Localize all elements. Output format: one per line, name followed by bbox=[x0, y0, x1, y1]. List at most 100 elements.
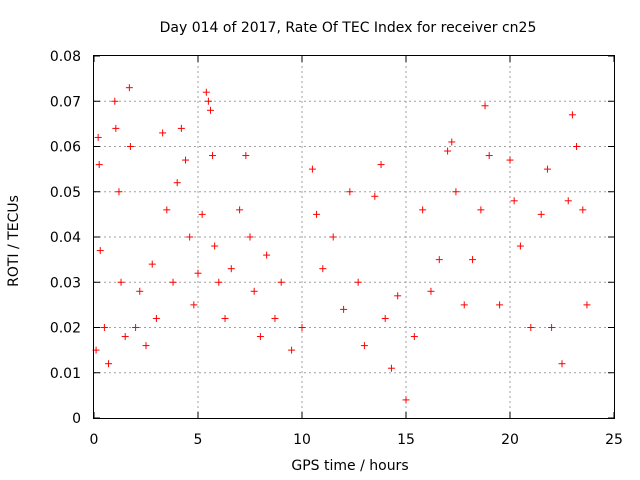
data-point bbox=[115, 188, 123, 196]
x-tick-label: 0 bbox=[90, 432, 99, 448]
data-point bbox=[186, 233, 194, 241]
data-point bbox=[117, 278, 125, 286]
plot-frame bbox=[93, 55, 615, 419]
data-point bbox=[163, 206, 171, 214]
y-tick-label: 0 bbox=[72, 411, 81, 427]
data-point bbox=[460, 301, 468, 309]
data-point bbox=[209, 152, 217, 160]
y-tick-label: 0.01 bbox=[50, 366, 81, 382]
data-point bbox=[568, 111, 576, 119]
data-point bbox=[410, 333, 418, 341]
data-point bbox=[360, 342, 368, 350]
data-point bbox=[152, 314, 160, 322]
data-point bbox=[227, 265, 235, 273]
data-point bbox=[246, 233, 254, 241]
data-point bbox=[298, 324, 306, 331]
data-point bbox=[346, 188, 354, 196]
data-point bbox=[177, 124, 185, 132]
data-point bbox=[477, 206, 485, 214]
data-point bbox=[435, 256, 443, 264]
data-point bbox=[481, 102, 489, 110]
data-point bbox=[111, 97, 119, 105]
data-point bbox=[206, 106, 214, 114]
x-tick-label: 10 bbox=[293, 432, 311, 448]
data-point bbox=[182, 156, 190, 164]
grid bbox=[94, 56, 614, 418]
data-point bbox=[469, 256, 477, 264]
data-point bbox=[94, 133, 102, 141]
data-point bbox=[202, 88, 210, 96]
x-axis-label: GPS time / hours bbox=[291, 458, 408, 474]
data-point bbox=[427, 287, 435, 295]
data-point bbox=[105, 360, 113, 368]
data-point bbox=[419, 206, 427, 214]
data-point bbox=[112, 124, 120, 132]
data-point bbox=[448, 138, 456, 146]
data-point bbox=[558, 360, 566, 368]
data-point bbox=[159, 129, 167, 137]
data-point bbox=[198, 210, 206, 218]
data-point bbox=[169, 278, 177, 286]
y-tick-label: 0.04 bbox=[50, 230, 81, 246]
data-point bbox=[221, 314, 229, 322]
x-tick-label: 25 bbox=[605, 432, 623, 448]
data-point bbox=[371, 192, 379, 200]
data-point bbox=[194, 269, 202, 277]
data-point bbox=[173, 179, 181, 187]
data-point bbox=[121, 333, 129, 341]
data-point bbox=[211, 242, 219, 250]
data-point bbox=[340, 305, 348, 313]
data-point bbox=[271, 314, 279, 322]
data-point bbox=[452, 188, 460, 196]
data-point bbox=[126, 143, 134, 150]
data-point bbox=[579, 206, 587, 214]
data-point bbox=[100, 324, 108, 331]
data-point bbox=[263, 251, 271, 259]
data-point bbox=[506, 156, 514, 164]
data-point bbox=[242, 152, 250, 160]
data-point bbox=[136, 287, 144, 295]
y-tick-label: 0.03 bbox=[50, 275, 81, 291]
y-axis-label: ROTI / TECUs bbox=[6, 195, 22, 287]
y-tick-label: 0.08 bbox=[50, 49, 81, 65]
x-tick-label: 15 bbox=[397, 432, 415, 448]
data-point bbox=[516, 242, 524, 250]
data-point bbox=[543, 165, 551, 173]
data-point bbox=[256, 333, 264, 341]
chart-title: Day 014 of 2017, Rate Of TEC Index for r… bbox=[160, 20, 537, 36]
data-point bbox=[204, 97, 212, 105]
data-point bbox=[142, 342, 150, 350]
data-point bbox=[190, 301, 198, 309]
data-point bbox=[510, 197, 518, 205]
data-point bbox=[313, 210, 321, 218]
data-point bbox=[573, 143, 581, 150]
data-point bbox=[564, 197, 572, 205]
data-point bbox=[329, 233, 337, 241]
data-point bbox=[132, 324, 140, 331]
y-tick-label: 0.06 bbox=[50, 140, 81, 156]
data-point bbox=[95, 161, 103, 169]
data-point bbox=[583, 301, 591, 309]
data-point bbox=[402, 396, 410, 404]
data-point bbox=[354, 278, 362, 286]
y-tick-label: 0.07 bbox=[50, 94, 81, 110]
data-point bbox=[394, 292, 402, 300]
data-point bbox=[527, 324, 535, 331]
data-point bbox=[215, 278, 223, 286]
data-point bbox=[250, 287, 258, 295]
data-point bbox=[537, 210, 545, 218]
y-tick-label: 0.02 bbox=[50, 321, 81, 337]
data-point bbox=[277, 278, 285, 286]
data-point bbox=[319, 265, 327, 273]
data-point bbox=[288, 346, 296, 354]
data-point bbox=[444, 147, 452, 155]
data-points bbox=[92, 84, 591, 404]
data-point bbox=[485, 152, 493, 160]
data-point bbox=[236, 206, 244, 214]
data-point bbox=[548, 324, 556, 331]
data-point bbox=[148, 260, 156, 268]
data-point bbox=[381, 314, 389, 322]
x-tick-label: 20 bbox=[501, 432, 519, 448]
y-tick-label: 0.05 bbox=[50, 185, 81, 201]
